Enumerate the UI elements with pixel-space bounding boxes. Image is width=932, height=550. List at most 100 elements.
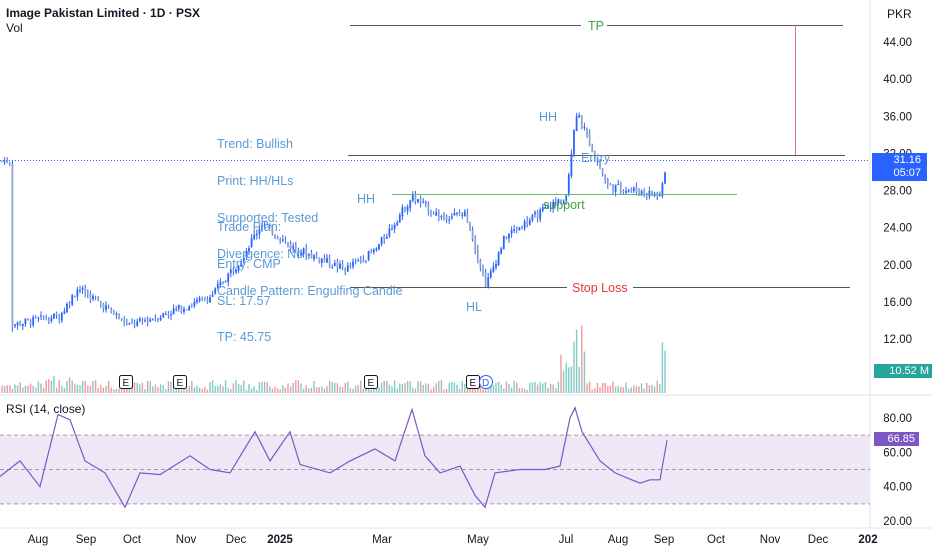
volume-bar <box>617 385 619 393</box>
time-axis[interactable]: Aug Sep Oct Nov Dec 2025 Mar May Jul Aug Sep Oct Nov… <box>28 534 878 546</box>
volume-bar <box>529 382 531 393</box>
volume-bar <box>274 386 276 393</box>
time-tick-label: May <box>467 534 489 546</box>
price-tick-label: 44.00 <box>883 37 912 49</box>
candle-body <box>211 294 214 297</box>
trend-note-line: Supported: Tested <box>217 210 319 225</box>
candle-body <box>92 296 94 300</box>
volume-bar <box>646 382 648 393</box>
volume-bar <box>495 382 497 393</box>
candle-body <box>40 315 42 317</box>
candle-body <box>37 317 40 319</box>
volume-bar <box>50 380 53 393</box>
rsi-label[interactable]: RSI (14, close) <box>6 402 86 416</box>
candle-body <box>427 203 430 212</box>
volume-bar <box>326 385 328 393</box>
candle-body <box>328 257 331 267</box>
volume-bar <box>456 384 458 393</box>
svg-text:E: E <box>368 378 375 389</box>
earnings-marker-2[interactable]: E <box>173 375 187 390</box>
candle-body <box>466 212 469 223</box>
candle-body <box>552 201 555 209</box>
candle-body <box>331 266 334 268</box>
volume-badge[interactable]: 10.52 M <box>874 364 932 378</box>
volume-bar <box>243 380 245 393</box>
candle-body <box>71 295 74 305</box>
candle-body <box>352 261 354 267</box>
candle-body <box>133 323 136 326</box>
trade-plan-notes: Trade Plan: Entry: CMP SL: 17.57 TP: 45.… <box>217 197 281 356</box>
candle-body <box>66 303 68 313</box>
candle-body <box>604 174 607 180</box>
candle-body <box>32 316 35 326</box>
volume-bar <box>479 382 482 393</box>
rsi-line <box>0 406 668 509</box>
candle-body <box>346 265 349 272</box>
volume-bar <box>339 386 341 393</box>
candle-body <box>648 190 651 197</box>
volume-bar <box>230 389 232 393</box>
candle-body <box>570 153 573 176</box>
candle-body <box>565 195 568 201</box>
price-axis[interactable]: 44.0040.0036.0032.0028.0024.0020.0016.00… <box>883 37 912 346</box>
candle-body <box>432 213 435 215</box>
earnings-marker-4[interactable]: E <box>466 375 480 390</box>
price-series <box>1 112 666 332</box>
candle-body <box>172 308 175 315</box>
volume-bar <box>308 388 310 393</box>
volume-bar <box>201 388 203 393</box>
candle-body <box>541 207 544 211</box>
time-tick-label: Mar <box>372 534 392 546</box>
candle-body <box>500 248 503 254</box>
volume-bar <box>490 381 492 393</box>
volume-bar <box>323 388 326 393</box>
candle-body <box>222 281 224 283</box>
hl-label: HL <box>466 300 482 314</box>
volume-bar <box>349 388 352 393</box>
time-tick-label: Sep <box>76 534 96 546</box>
dividend-marker[interactable]: D <box>479 375 493 390</box>
volume-bar <box>664 350 666 393</box>
volume-bar <box>562 370 565 393</box>
volume-bar <box>32 385 34 393</box>
candle-body <box>370 250 373 253</box>
volume-bar <box>48 379 50 393</box>
volume-bar <box>318 387 320 393</box>
volume-bar <box>370 389 372 393</box>
volume-bar <box>523 388 526 393</box>
trend-note-line: Print: HH/HLs <box>217 174 294 189</box>
volume-bar <box>113 389 115 393</box>
volume-bar <box>193 387 196 393</box>
volume-bar <box>388 384 391 393</box>
earnings-marker-1[interactable]: E <box>119 375 133 390</box>
earnings-marker-3[interactable]: E <box>364 375 378 390</box>
candle-body <box>357 260 360 262</box>
volume-bar <box>648 385 651 393</box>
rsi-value-badge[interactable]: 66.85 <box>874 432 919 446</box>
trade-plan-line: Trade Plan: <box>217 220 282 235</box>
volume-bar <box>172 386 175 393</box>
candle-body <box>632 187 635 192</box>
candle-body <box>154 318 157 320</box>
candle-body <box>89 292 92 301</box>
candle-body <box>409 200 412 208</box>
volume-bar <box>661 342 664 393</box>
candle-body <box>253 234 256 239</box>
last-price-badge[interactable]: 31.16 05:07 <box>872 153 927 181</box>
candle-body <box>279 238 282 242</box>
symbol-title[interactable]: Image Pakistan Limited · 1D · PSX <box>6 6 201 20</box>
volume-bar <box>144 389 146 393</box>
volume-bar <box>432 386 435 393</box>
candle-body <box>531 214 534 221</box>
candle-body <box>63 311 66 314</box>
volume-bar <box>601 382 604 393</box>
rsi-axis[interactable]: 80.00 60.00 40.00 20.00 <box>883 413 912 528</box>
volume-bar <box>206 389 209 393</box>
candle-body <box>27 318 29 320</box>
candle-body <box>619 183 622 190</box>
candle-body <box>185 309 188 311</box>
volume-bar <box>300 383 302 393</box>
candle-body <box>47 319 50 322</box>
volume-bar <box>188 385 190 393</box>
